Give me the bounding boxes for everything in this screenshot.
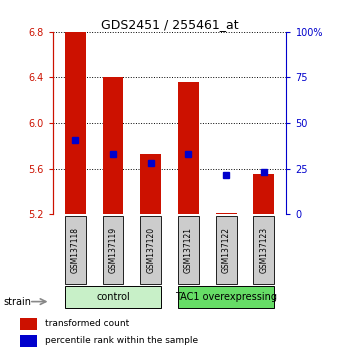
Text: GSM137120: GSM137120 — [146, 227, 155, 273]
Text: transformed count: transformed count — [45, 319, 129, 329]
Text: GSM137122: GSM137122 — [222, 227, 231, 273]
Bar — [20, 335, 37, 347]
Text: TAC1 overexpressing: TAC1 overexpressing — [175, 292, 277, 302]
Bar — [253, 216, 274, 284]
Bar — [253, 174, 274, 214]
Bar — [178, 216, 199, 284]
Title: GDS2451 / 255461_at: GDS2451 / 255461_at — [101, 18, 238, 31]
Bar — [65, 286, 161, 308]
Text: control: control — [96, 292, 130, 302]
Text: GSM137119: GSM137119 — [109, 227, 118, 273]
Bar — [140, 154, 161, 214]
Bar — [140, 216, 161, 284]
Bar — [103, 78, 123, 214]
Bar — [103, 216, 123, 284]
Text: percentile rank within the sample: percentile rank within the sample — [45, 336, 198, 346]
Bar — [65, 32, 86, 214]
Bar — [178, 82, 199, 214]
Bar — [20, 318, 37, 330]
Text: GSM137118: GSM137118 — [71, 227, 80, 273]
Bar — [178, 286, 274, 308]
Bar — [216, 216, 237, 284]
Text: GSM137123: GSM137123 — [260, 227, 268, 273]
Bar — [65, 216, 86, 284]
Text: GSM137121: GSM137121 — [184, 227, 193, 273]
Bar — [216, 213, 237, 214]
Text: strain: strain — [3, 297, 31, 307]
